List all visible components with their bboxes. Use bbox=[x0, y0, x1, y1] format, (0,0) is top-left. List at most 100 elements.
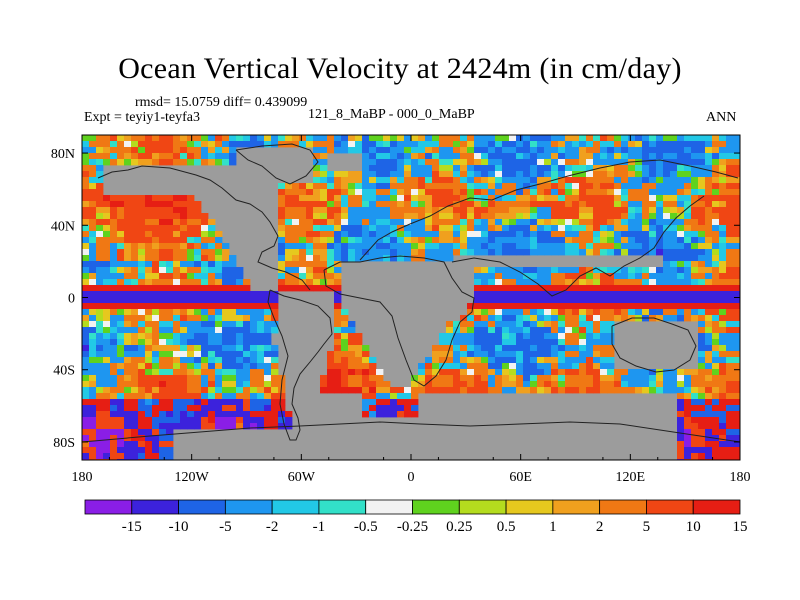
field-cell bbox=[523, 207, 531, 214]
field-cell bbox=[299, 231, 307, 238]
field-cell bbox=[124, 411, 132, 418]
field-cell bbox=[607, 165, 615, 172]
field-cell bbox=[726, 207, 734, 214]
field-cell bbox=[516, 183, 524, 190]
field-cell bbox=[117, 447, 125, 454]
field-cell bbox=[670, 249, 678, 256]
field-cell bbox=[166, 411, 174, 418]
field-cell bbox=[390, 189, 398, 196]
field-cell bbox=[201, 243, 209, 250]
field-cell bbox=[544, 219, 552, 226]
field-cell bbox=[327, 363, 335, 370]
field-cell bbox=[726, 147, 734, 154]
field-cell bbox=[523, 297, 531, 304]
field-cell bbox=[698, 279, 706, 286]
field-cell bbox=[509, 351, 517, 358]
field-cell bbox=[229, 357, 237, 364]
field-cell bbox=[621, 207, 629, 214]
field-cell bbox=[558, 189, 566, 196]
field-cell bbox=[726, 183, 734, 190]
field-cell bbox=[467, 177, 475, 184]
field-cell bbox=[600, 369, 608, 376]
field-cell bbox=[285, 213, 293, 220]
field-cell bbox=[243, 297, 251, 304]
field-cell bbox=[320, 207, 328, 214]
field-cell bbox=[649, 207, 657, 214]
field-cell bbox=[460, 213, 468, 220]
field-cell bbox=[530, 135, 538, 142]
field-cell bbox=[614, 201, 622, 208]
field-cell bbox=[299, 237, 307, 244]
field-cell bbox=[649, 387, 657, 394]
field-cell bbox=[726, 177, 734, 184]
field-cell bbox=[677, 441, 685, 448]
field-cell bbox=[572, 165, 580, 172]
field-cell bbox=[257, 381, 265, 388]
field-cell bbox=[187, 279, 195, 286]
field-cell bbox=[243, 339, 251, 346]
field-cell bbox=[607, 201, 615, 208]
field-cell bbox=[411, 411, 419, 418]
field-cell bbox=[502, 225, 510, 232]
field-cell bbox=[369, 255, 377, 262]
field-cell bbox=[355, 141, 363, 148]
field-cell bbox=[299, 219, 307, 226]
field-cell bbox=[201, 231, 209, 238]
field-cell bbox=[348, 147, 356, 154]
field-cell bbox=[166, 297, 174, 304]
field-cell bbox=[635, 309, 643, 316]
field-cell bbox=[698, 177, 706, 184]
field-cell bbox=[712, 381, 720, 388]
field-cell bbox=[726, 267, 734, 274]
field-cell bbox=[642, 291, 650, 298]
field-cell bbox=[530, 231, 538, 238]
field-cell bbox=[341, 381, 349, 388]
field-cell bbox=[103, 447, 111, 454]
field-cell bbox=[446, 213, 454, 220]
field-cell bbox=[425, 375, 433, 382]
field-cell bbox=[222, 363, 230, 370]
field-cell bbox=[173, 195, 181, 202]
field-cell bbox=[705, 423, 713, 430]
field-cell bbox=[628, 309, 636, 316]
field-cell bbox=[257, 363, 265, 370]
field-cell bbox=[488, 279, 496, 286]
field-cell bbox=[194, 405, 202, 412]
field-cell bbox=[579, 207, 587, 214]
field-cell bbox=[432, 135, 440, 142]
field-cell bbox=[705, 339, 713, 346]
field-cell bbox=[236, 267, 244, 274]
field-cell bbox=[537, 387, 545, 394]
field-cell bbox=[635, 183, 643, 190]
field-cell bbox=[82, 231, 90, 238]
field-cell bbox=[593, 267, 601, 274]
field-cell bbox=[733, 243, 740, 250]
field-cell bbox=[726, 321, 734, 328]
field-cell bbox=[712, 297, 720, 304]
x-tick-label: 120W bbox=[175, 470, 210, 485]
field-cell bbox=[166, 387, 174, 394]
field-cell bbox=[383, 141, 391, 148]
field-cell bbox=[145, 147, 153, 154]
field-cell bbox=[733, 213, 740, 220]
field-cell bbox=[488, 309, 496, 316]
field-cell bbox=[243, 363, 251, 370]
field-cell bbox=[558, 309, 566, 316]
field-cell bbox=[460, 327, 468, 334]
field-cell bbox=[299, 267, 307, 274]
field-cell bbox=[376, 249, 384, 256]
field-cell bbox=[712, 183, 720, 190]
field-cell bbox=[96, 177, 104, 184]
field-cell bbox=[439, 237, 447, 244]
coastline-antarctica bbox=[82, 421, 740, 443]
field-cell bbox=[271, 405, 279, 412]
field-cell bbox=[89, 177, 97, 184]
field-cell bbox=[565, 243, 573, 250]
field-cell bbox=[537, 249, 545, 256]
field-cell bbox=[418, 207, 426, 214]
field-cell bbox=[607, 285, 615, 292]
field-cell bbox=[96, 315, 104, 322]
field-cell bbox=[215, 255, 223, 262]
field-cell bbox=[229, 411, 237, 418]
